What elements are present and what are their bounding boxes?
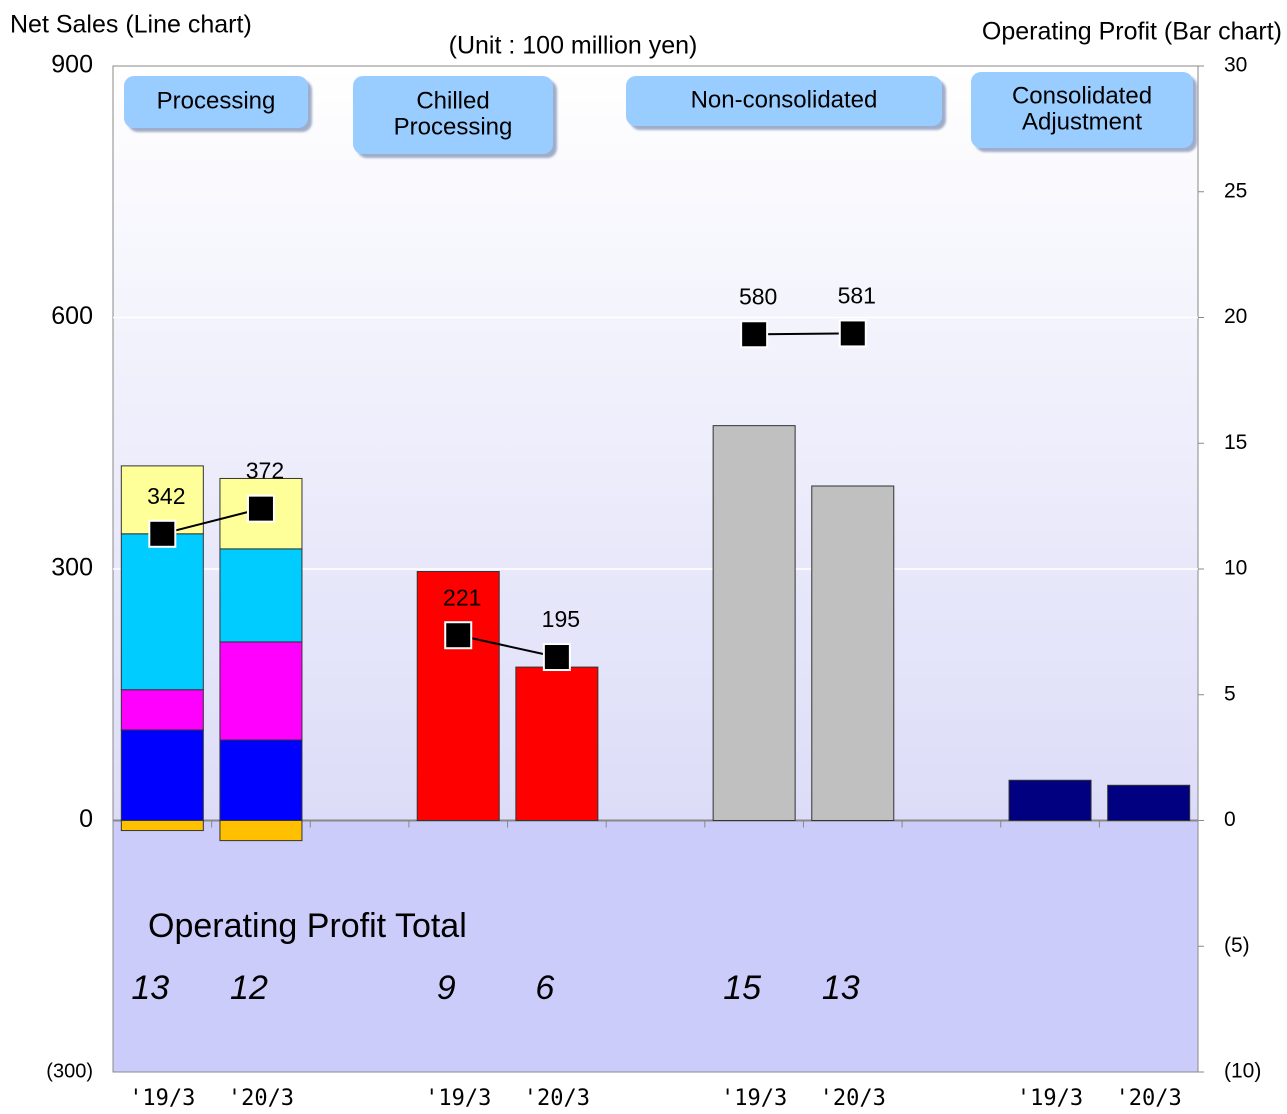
total-label: 15 [723, 969, 761, 1007]
x-tick-label: '19/3 [721, 1086, 787, 1111]
line-marker [148, 519, 177, 548]
line-marker [246, 494, 275, 523]
data-label: 342 [147, 483, 185, 509]
line [754, 332, 853, 336]
bar [515, 666, 599, 822]
bar [219, 641, 303, 741]
y2-tick-label: 15 [1224, 431, 1247, 454]
y2-tick-label: 25 [1224, 179, 1247, 202]
x-tick-label: '20/3 [1116, 1086, 1182, 1111]
total-label: 6 [535, 969, 554, 1007]
group-box [353, 76, 553, 154]
bar [120, 820, 204, 832]
y2-tick-label: 5 [1224, 682, 1236, 705]
labels: (300) 0 300 600 900 (10) (5) 0 5 10 15 20 25 30 '19/3 '… [46, 51, 1261, 1111]
y2-tick-label: (10) [1224, 1060, 1261, 1083]
x-tick-label: '19/3 [1017, 1086, 1083, 1111]
y-tick-label: 300 [51, 554, 93, 582]
line-marker [542, 643, 571, 672]
line-marker [444, 621, 473, 650]
line [458, 634, 558, 659]
group-label: Processing [157, 87, 276, 114]
group-box [124, 76, 308, 128]
total-label: 12 [230, 969, 268, 1007]
y2-tick-label: 10 [1224, 557, 1247, 580]
data-label: 581 [838, 283, 876, 309]
subtitle: (Unit : 100 million yen) [449, 32, 698, 60]
bar [219, 820, 303, 842]
y-tick-label: 600 [51, 302, 93, 330]
marks [120, 319, 1191, 842]
y2-axis-label: Operating Profit (Bar chart) [982, 18, 1282, 46]
y2-tick-label: (5) [1224, 934, 1250, 957]
bar [120, 689, 204, 731]
bar [120, 729, 204, 822]
line-marker [838, 319, 867, 348]
line-marker [740, 320, 769, 349]
bar [416, 571, 500, 822]
group-label: Non-consolidated [691, 86, 878, 113]
bar [1008, 779, 1092, 822]
y-tick-label: (300) [46, 1060, 93, 1082]
line [162, 507, 262, 535]
group-label: Adjustment [1022, 108, 1142, 135]
group-label: Consolidated [1012, 82, 1152, 109]
bar [219, 739, 303, 822]
x-tick-label: '19/3 [129, 1086, 195, 1111]
y2-tick-label: 20 [1224, 305, 1247, 328]
group-box [626, 76, 942, 126]
data-label: 372 [246, 458, 284, 484]
bar [712, 425, 796, 821]
total-label: 13 [131, 969, 169, 1007]
y-tick-label: 0 [79, 805, 93, 833]
total-label: 9 [437, 969, 456, 1007]
x-tick-label: '19/3 [425, 1086, 491, 1111]
group-label: Processing [394, 113, 513, 140]
plot-lower [113, 820, 1198, 1072]
total-label: 13 [822, 969, 860, 1007]
data-label: 221 [443, 584, 481, 610]
bar [120, 533, 204, 691]
group-box [971, 72, 1193, 148]
group-label: Chilled [416, 87, 489, 114]
y2-tick-label: 0 [1224, 808, 1236, 831]
bar [219, 548, 303, 643]
bar [1107, 784, 1191, 821]
x-tick-label: '20/3 [820, 1086, 886, 1111]
y-axis-label: Net Sales (Line chart) [10, 11, 252, 39]
annotation: Operating Profit Total [148, 907, 467, 945]
bar [811, 485, 895, 821]
y2-tick-label: 30 [1224, 54, 1247, 77]
x-tick-label: '20/3 [228, 1086, 294, 1111]
y-tick-label: 900 [51, 51, 93, 79]
data-label: 195 [542, 606, 580, 632]
data-label: 580 [739, 283, 777, 309]
x-tick-label: '20/3 [524, 1086, 590, 1111]
